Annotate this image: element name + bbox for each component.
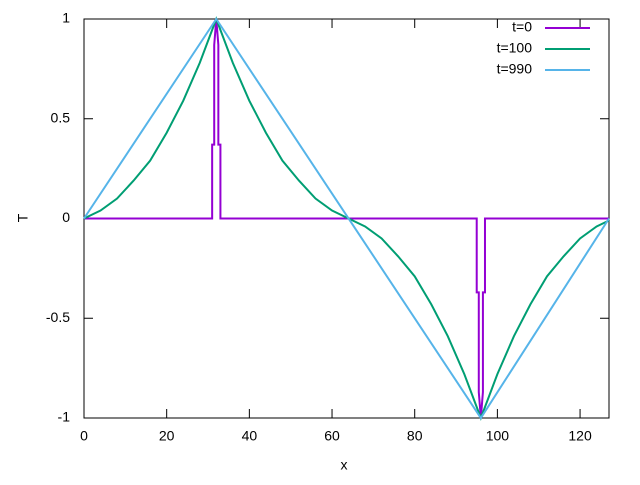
y-tick-label: 0 (62, 209, 70, 225)
y-tick-label: -0.5 (46, 309, 70, 325)
legend-label: t=0 (512, 19, 532, 35)
x-tick-label: 80 (407, 428, 423, 444)
x-tick-label: 40 (242, 428, 258, 444)
y-tick-label: -1 (58, 409, 71, 425)
legend-label: t=990 (497, 61, 533, 77)
x-tick-label: 0 (80, 428, 88, 444)
x-tick-label: 60 (324, 428, 340, 444)
x-tick-label: 120 (568, 428, 592, 444)
line-series (83, 17, 610, 420)
x-axis-label: x (341, 457, 348, 473)
y-axis-label: T (15, 213, 31, 222)
legend-label: t=100 (497, 40, 533, 56)
y-tick-label: 1 (62, 10, 70, 26)
x-tick-label: 100 (486, 428, 510, 444)
x-tick-label: 20 (159, 428, 175, 444)
y-tick-label: 0.5 (51, 109, 71, 125)
